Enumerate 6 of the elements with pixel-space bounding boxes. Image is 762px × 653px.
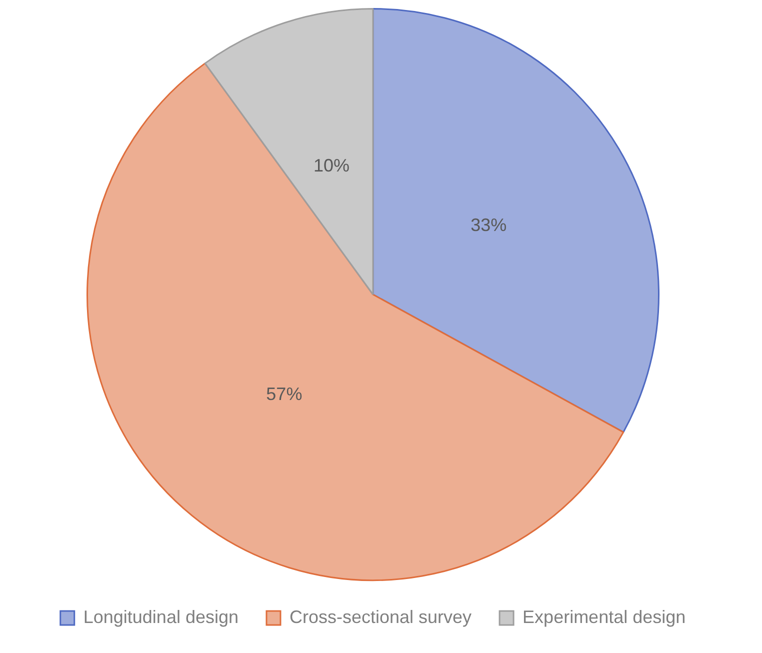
legend-label: Longitudinal design — [83, 606, 239, 627]
data-label: 10% — [313, 156, 350, 176]
legend-label: Experimental design — [522, 606, 686, 627]
data-label: 57% — [266, 384, 302, 404]
legend-label: Cross-sectional survey — [289, 606, 472, 627]
data-label: 33% — [470, 215, 507, 236]
